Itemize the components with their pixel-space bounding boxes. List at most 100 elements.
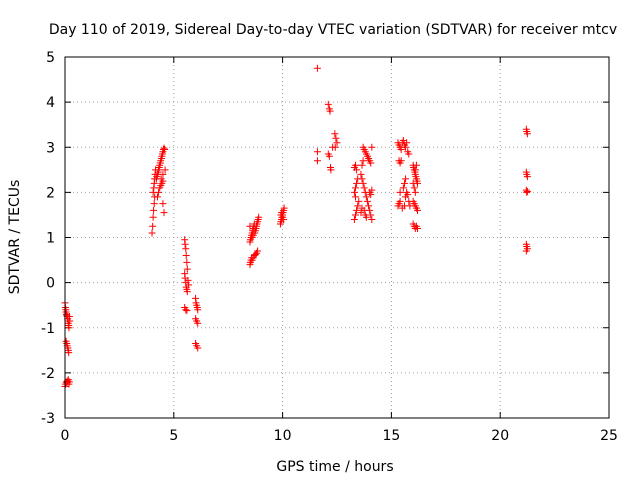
- y-tick-label: 5: [46, 50, 55, 66]
- data-point: [249, 231, 257, 239]
- data-point: [351, 184, 359, 192]
- data-point: [194, 319, 202, 327]
- data-point: [363, 197, 371, 205]
- x-tick-label: 0: [61, 428, 70, 444]
- data-point: [149, 222, 157, 230]
- y-tick-label: 3: [46, 140, 55, 156]
- data-point: [368, 143, 376, 151]
- data-point: [410, 184, 418, 192]
- y-tick-label: -2: [41, 366, 55, 382]
- data-point: [354, 202, 362, 210]
- y-axis-label: SDTVAR / TECUs: [7, 180, 23, 295]
- data-point: [362, 213, 370, 221]
- x-axis-label: GPS time / hours: [276, 459, 393, 475]
- data-point: [367, 191, 375, 199]
- data-point: [357, 170, 365, 178]
- data-point: [246, 222, 254, 230]
- data-point: [324, 100, 332, 108]
- data-point: [313, 157, 321, 165]
- data-point: [400, 179, 408, 187]
- data-point: [313, 148, 321, 156]
- data-point: [150, 206, 158, 214]
- data-point: [523, 173, 531, 181]
- data-point: [353, 206, 361, 214]
- data-point: [183, 265, 191, 273]
- data-point: [327, 166, 335, 174]
- data-point: [65, 324, 73, 332]
- data-point: [148, 229, 156, 237]
- data-point: [402, 143, 410, 151]
- data-point: [351, 211, 359, 219]
- data-point: [523, 187, 531, 195]
- data-point: [360, 184, 368, 192]
- data-point: [161, 146, 169, 154]
- data-point: [397, 146, 405, 154]
- data-point: [150, 200, 158, 208]
- data-point: [155, 188, 163, 196]
- data-point: [367, 159, 375, 167]
- grid-lines: [65, 57, 609, 418]
- data-point: [153, 193, 161, 201]
- data-point: [333, 139, 341, 147]
- data-point: [183, 258, 191, 266]
- data-point: [182, 252, 190, 260]
- y-tick-label: 4: [46, 95, 55, 111]
- data-point: [368, 186, 376, 194]
- y-tick-label: -3: [41, 411, 55, 427]
- data-point: [411, 166, 419, 174]
- data-point: [396, 188, 404, 196]
- data-point: [353, 179, 361, 187]
- data-point: [277, 211, 285, 219]
- data-point: [194, 306, 202, 314]
- data-point: [351, 161, 359, 169]
- data-point: [182, 245, 190, 253]
- data-point: [181, 240, 189, 248]
- data-point: [255, 213, 263, 221]
- data-point: [326, 107, 334, 115]
- data-point: [412, 161, 420, 169]
- data-point: [280, 204, 288, 212]
- data-point: [161, 166, 169, 174]
- data-point: [414, 224, 422, 232]
- plot-frame: [64, 56, 610, 419]
- data-point: [183, 288, 191, 296]
- data-point: [329, 143, 337, 151]
- data-point: [399, 184, 407, 192]
- data-point: [396, 197, 404, 205]
- data-point: [359, 179, 367, 187]
- data-point: [404, 191, 412, 199]
- data-point: [523, 188, 531, 196]
- x-tick-label: 20: [491, 428, 509, 444]
- data-point: [65, 349, 73, 357]
- data-point: [411, 188, 419, 196]
- data-point: [159, 200, 167, 208]
- data-point: [397, 157, 405, 165]
- x-tick-label: 15: [382, 428, 400, 444]
- y-tick-label: 2: [46, 185, 55, 201]
- data-point: [280, 215, 288, 223]
- data-point: [184, 276, 192, 284]
- data-point: [362, 193, 370, 201]
- data-point: [157, 175, 165, 183]
- x-tick-label: 10: [274, 428, 292, 444]
- data-point: [194, 344, 202, 352]
- data-point: [409, 179, 417, 187]
- data-point: [523, 130, 531, 138]
- y-tick-label: 0: [46, 276, 55, 292]
- x-tick-label: 25: [600, 428, 618, 444]
- data-point: [353, 166, 361, 174]
- data-point: [358, 175, 366, 183]
- data-point: [325, 152, 333, 160]
- data-point: [159, 170, 167, 178]
- data-point: [160, 144, 168, 152]
- data-point: [414, 206, 422, 214]
- data-point: [522, 247, 530, 255]
- data-point: [358, 161, 366, 169]
- data-point: [183, 307, 191, 315]
- y-tick-label: 1: [46, 231, 55, 247]
- chart-title: Day 110 of 2019, Sidereal Day-to-day VTE…: [49, 22, 617, 38]
- data-point: [185, 281, 193, 289]
- data-point: [359, 157, 367, 165]
- data-point: [365, 202, 373, 210]
